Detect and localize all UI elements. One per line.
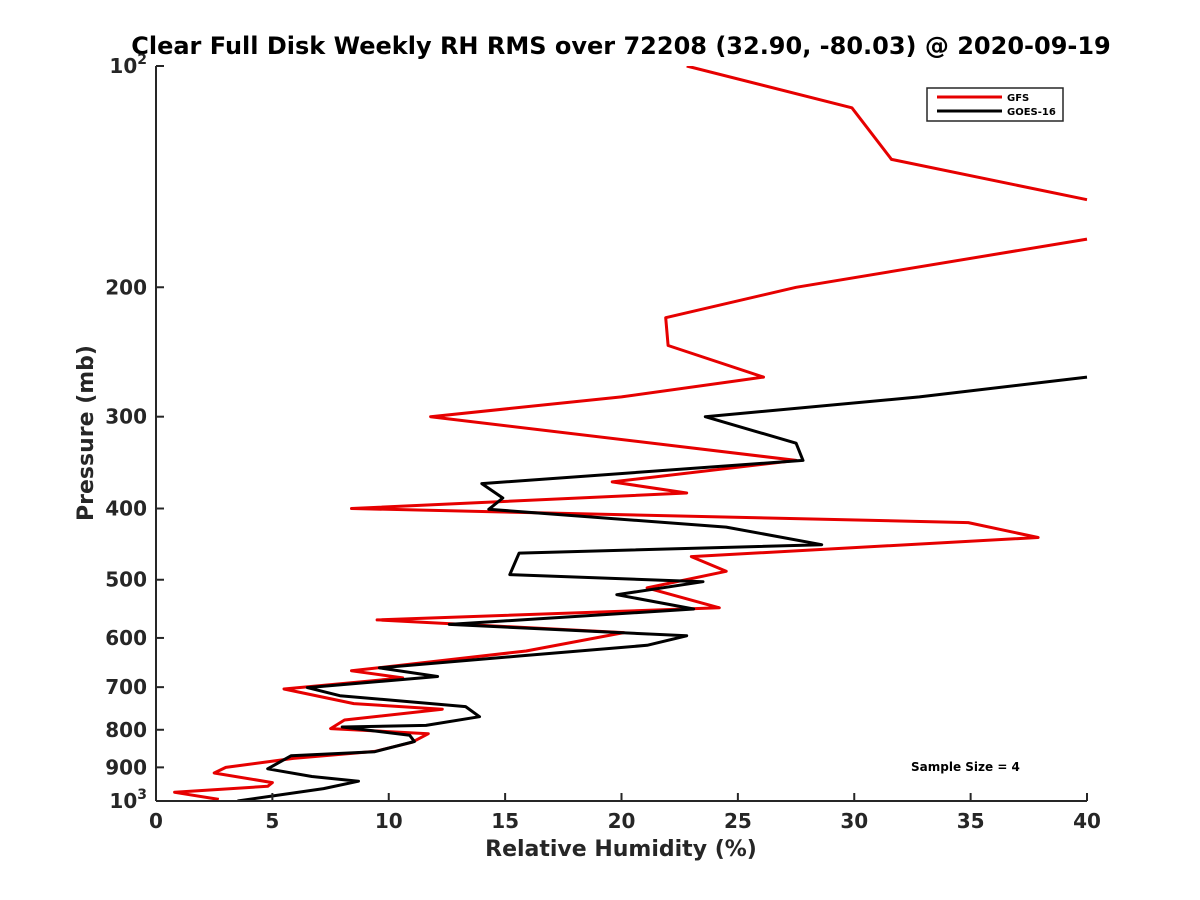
sample-size-annotation: Sample Size = 4 (911, 760, 1020, 774)
x-tick-label: 5 (265, 809, 279, 833)
y-tick-label: 102 (109, 52, 147, 78)
x-tick-label: 35 (957, 809, 985, 833)
y-tick-label: 200 (105, 275, 147, 299)
y-tick-label: 600 (105, 626, 147, 650)
legend-label-goes-16: GOES-16 (1007, 107, 1056, 118)
x-tick-layer: 0 5 10 15 20 25 30 35 40 (149, 793, 1101, 833)
x-tick-label: 10 (375, 809, 403, 833)
x-tick-label: 40 (1073, 809, 1101, 833)
y-axis-label: Pressure (mb) (74, 345, 99, 521)
x-tick-label: 30 (840, 809, 868, 833)
y-tick-layer: 102 200 300 400 500 600 700 800 900 103 (105, 52, 164, 813)
y-tick-label: 103 (109, 787, 147, 813)
y-tick-label: 300 (105, 405, 147, 429)
legend: GFS GOES-16 (926, 87, 1064, 122)
y-tick-label: 400 (105, 497, 147, 521)
x-tick-label: 25 (724, 809, 752, 833)
y-tick-label: 700 (105, 675, 147, 699)
series-line-goes-16 (237, 375, 1088, 801)
y-tick-label: 900 (105, 755, 147, 779)
x-axis-label: Relative Humidity (%) (485, 837, 757, 862)
x-tick-label: 0 (149, 809, 163, 833)
legend-box (926, 87, 1064, 122)
x-tick-label: 15 (491, 809, 519, 833)
chart-title: Clear Full Disk Weekly RH RMS over 72208… (131, 32, 1111, 60)
legend-label-gfs: GFS (1007, 93, 1029, 104)
y-tick-label: 500 (105, 568, 147, 592)
series-layer (173, 66, 1088, 801)
x-tick-label: 20 (608, 809, 636, 833)
y-tick-label: 800 (105, 718, 147, 742)
